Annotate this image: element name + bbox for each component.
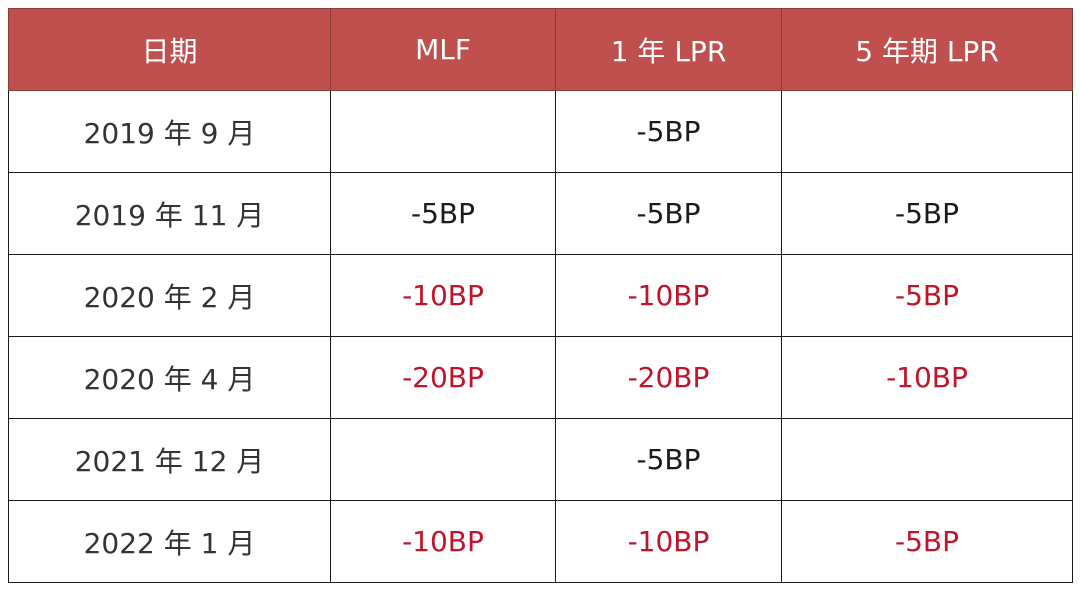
table-row: 2021 年 12 月 -5BP [8,418,1073,501]
table-row: 2020 年 4 月 -20BP -20BP -10BP [8,336,1073,419]
rate-cut-table-container: 日期 MLF 1 年 LPR 5 年期 LPR 2019 年 9 月 -5BP … [8,8,1073,583]
mlf-cell: -5BP [330,172,556,255]
table-body: 2019 年 9 月 -5BP 2019 年 11 月 -5BP -5BP -5… [8,90,1073,583]
date-cell: 2022 年 1 月 [8,500,331,583]
date-cell: 2020 年 2 月 [8,254,331,337]
mlf-cell [330,418,556,501]
table-header-row: 日期 MLF 1 年 LPR 5 年期 LPR [8,8,1073,91]
lpr-5y-cell: -5BP [781,500,1073,583]
table-row: 2020 年 2 月 -10BP -10BP -5BP [8,254,1073,337]
mlf-cell: -10BP [330,254,556,337]
column-header-date: 日期 [8,8,331,91]
lpr-1y-cell: -20BP [555,336,782,419]
table-row: 2019 年 11 月 -5BP -5BP -5BP [8,172,1073,255]
mlf-cell [330,90,556,173]
date-cell: 2020 年 4 月 [8,336,331,419]
lpr-5y-cell [781,418,1073,501]
lpr-1y-cell: -5BP [555,172,782,255]
lpr-1y-cell: -5BP [555,90,782,173]
date-cell: 2021 年 12 月 [8,418,331,501]
date-cell: 2019 年 11 月 [8,172,331,255]
lpr-5y-cell: -5BP [781,254,1073,337]
lpr-5y-cell: -10BP [781,336,1073,419]
column-header-lpr-1y: 1 年 LPR [555,8,782,91]
lpr-5y-cell: -5BP [781,172,1073,255]
table-row: 2019 年 9 月 -5BP [8,90,1073,173]
mlf-cell: -10BP [330,500,556,583]
rate-cut-table: 日期 MLF 1 年 LPR 5 年期 LPR 2019 年 9 月 -5BP … [8,8,1073,583]
table-row: 2022 年 1 月 -10BP -10BP -5BP [8,500,1073,583]
lpr-5y-cell [781,90,1073,173]
lpr-1y-cell: -5BP [555,418,782,501]
date-cell: 2019 年 9 月 [8,90,331,173]
lpr-1y-cell: -10BP [555,254,782,337]
lpr-1y-cell: -10BP [555,500,782,583]
column-header-mlf: MLF [330,8,556,91]
column-header-lpr-5y: 5 年期 LPR [781,8,1073,91]
mlf-cell: -20BP [330,336,556,419]
